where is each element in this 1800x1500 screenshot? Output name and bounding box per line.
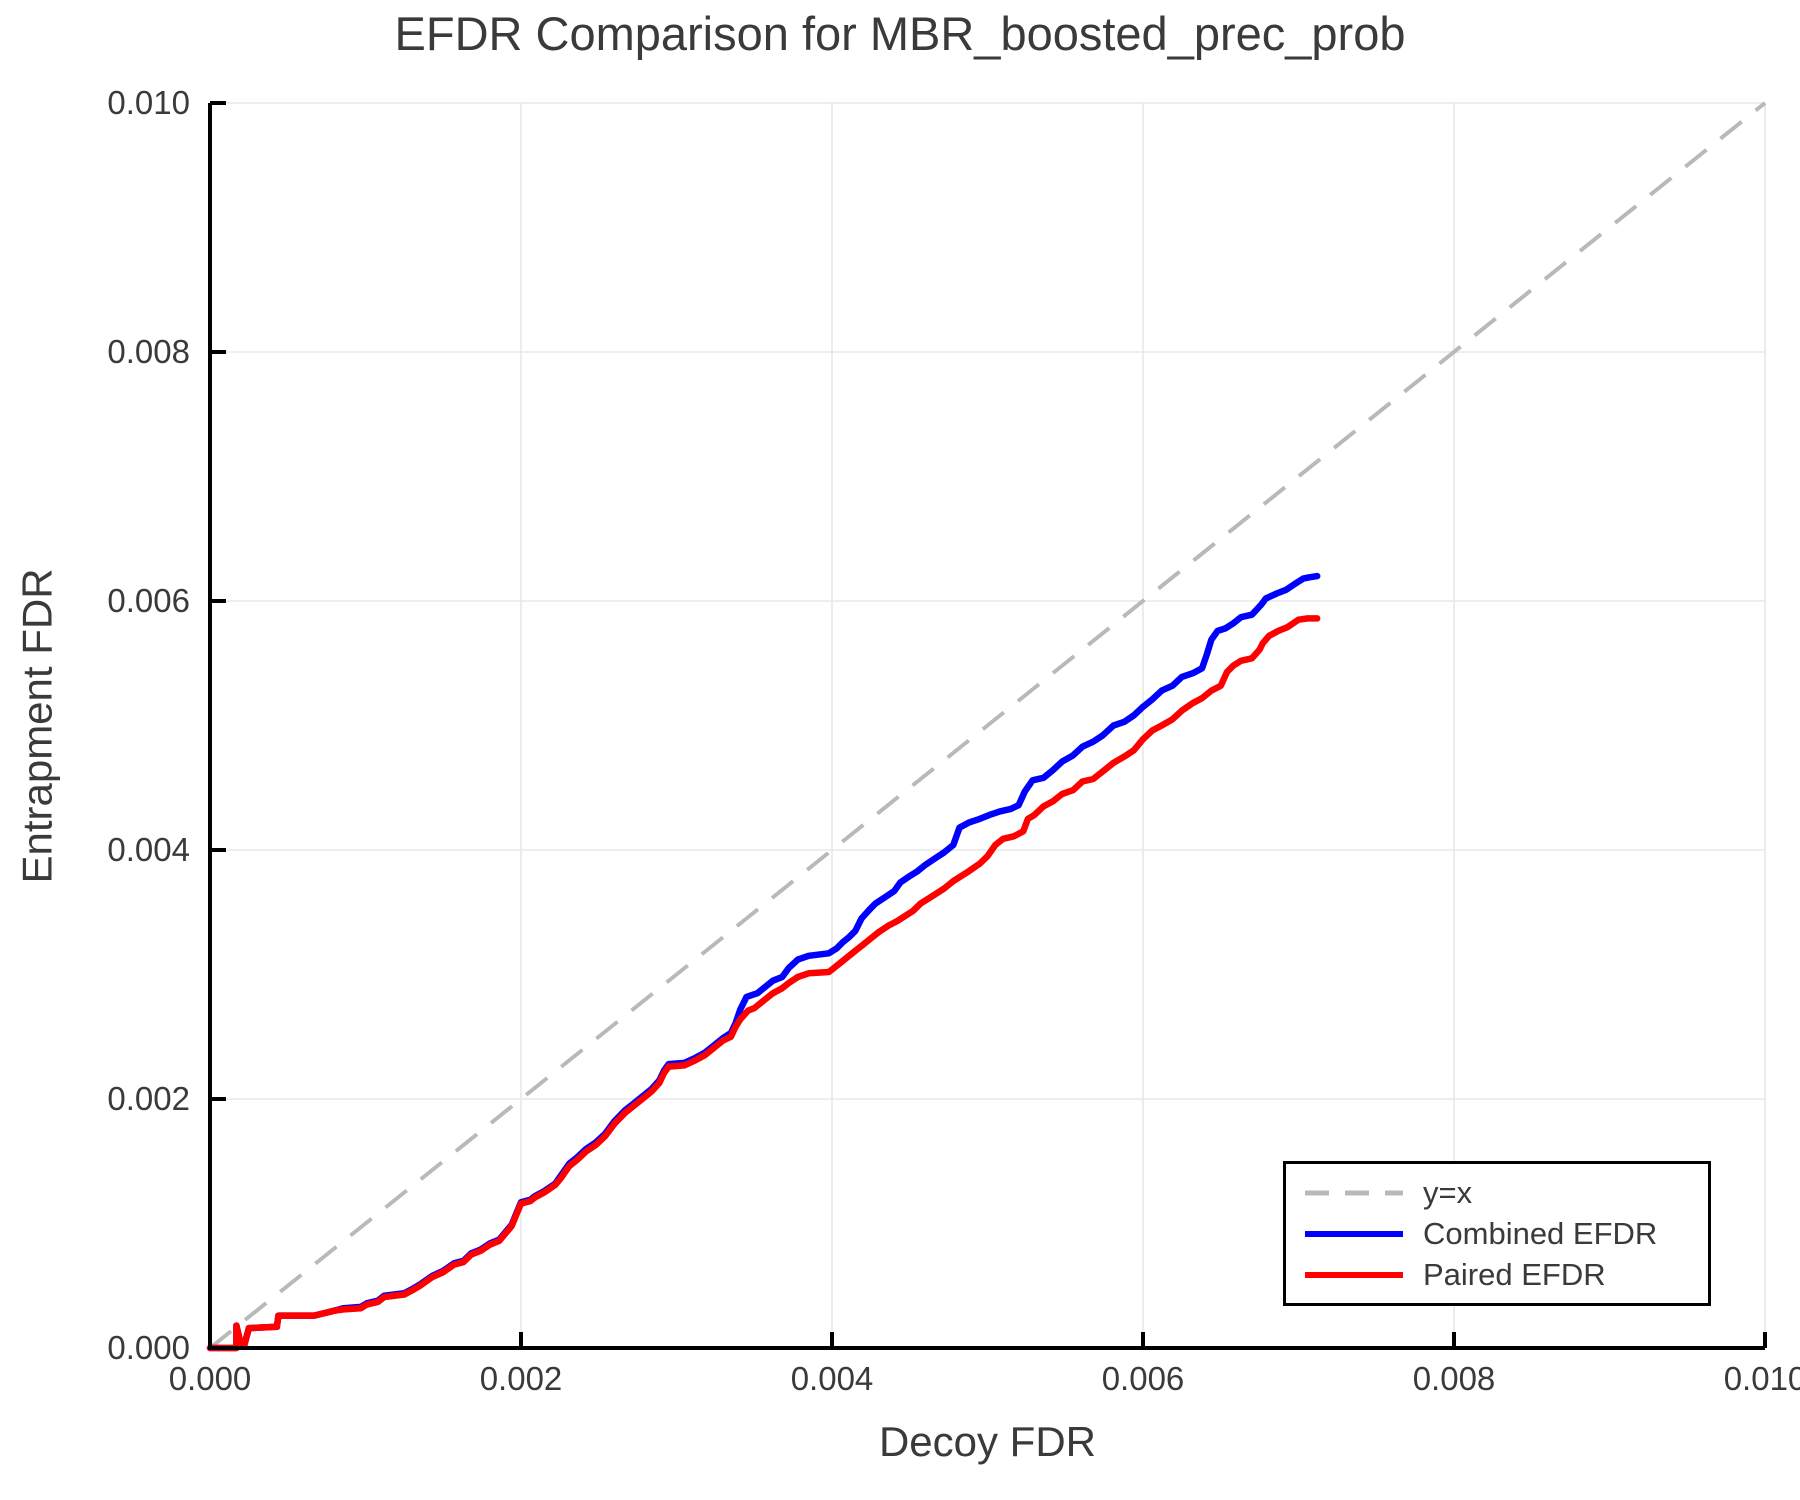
x-axis-label: Decoy FDR (878, 1418, 1097, 1465)
y-axis-label-container: Entrapment FDR (8, 103, 68, 1348)
y-tick-label: 0.006 (107, 582, 190, 619)
combined-efdr-line (206, 572, 1321, 1352)
chart-title: EFDR Comparison for MBR_boosted_prec_pro… (394, 7, 1406, 60)
legend-box: y=x Combined EFDR Paired EFDR (1283, 1161, 1711, 1306)
axes-spines (208, 103, 1765, 1350)
y-tick-label: 0.002 (107, 1080, 190, 1117)
legend-entry-paired-efdr: Paired EFDR (1303, 1256, 1708, 1293)
y-tick-label: 0.010 (107, 84, 190, 121)
y-axis-label: Entrapment FDR (14, 567, 62, 884)
legend-label-identity: y=x (1423, 1174, 1473, 1210)
axis-ticks (208, 101, 1767, 1350)
y-tick-label: 0.000 (107, 1329, 190, 1366)
legend-entry-combined-efdr: Combined EFDR (1303, 1215, 1708, 1252)
identity-line (208, 101, 1767, 1350)
x-tick-label: 0.000 (169, 1360, 252, 1397)
legend-swatch-identity-line (1305, 1190, 1403, 1195)
y-tick-label: 0.004 (107, 831, 190, 868)
legend-label-paired-efdr: Paired EFDR (1423, 1256, 1606, 1292)
legend-swatch-combined-efdr (1305, 1230, 1403, 1237)
legend-label-combined-efdr: Combined EFDR (1423, 1215, 1658, 1251)
legend-swatch-paired-efdr (1305, 1271, 1403, 1278)
x-tick-label: 0.004 (791, 1360, 874, 1397)
x-tick-label: 0.010 (1724, 1360, 1800, 1397)
x-tick-label: 0.002 (480, 1360, 563, 1397)
legend-entry-identity: y=x (1303, 1174, 1708, 1211)
paired-efdr-line (206, 615, 1321, 1352)
x-tick-label: 0.006 (1102, 1360, 1185, 1397)
x-tick-label: 0.008 (1413, 1360, 1496, 1397)
tick-labels: 0.000 0.002 0.004 0.006 0.008 0.010 0.000 0.002… (107, 84, 1800, 1397)
y-tick-label: 0.008 (107, 333, 190, 370)
